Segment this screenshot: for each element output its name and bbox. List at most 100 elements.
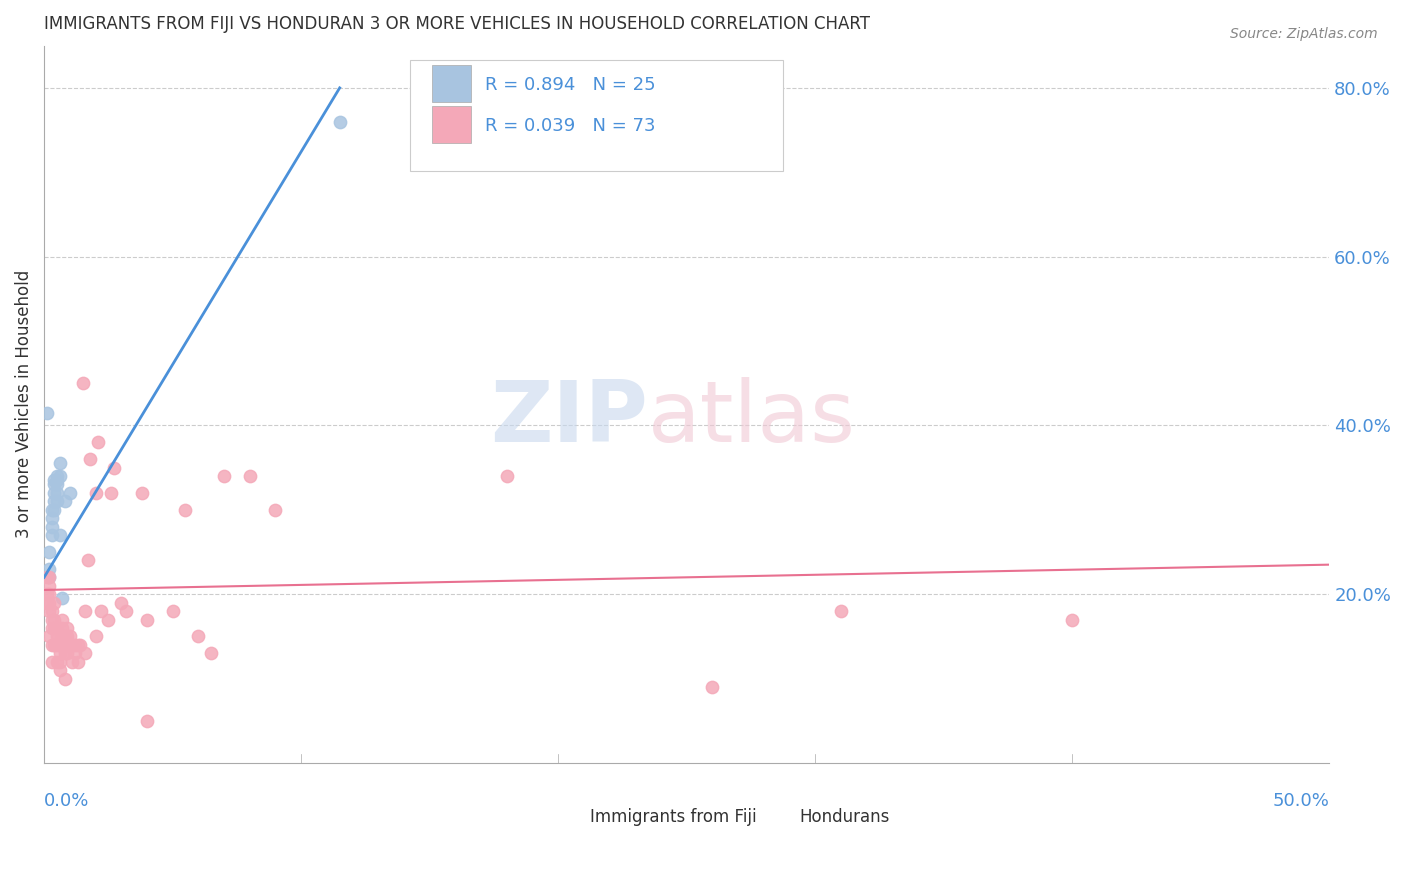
Point [66, 638, 89, 652]
Text: R = 0.039   N = 73: R = 0.039 N = 73 [485, 117, 655, 135]
Point [38, 570, 60, 584]
Point [830, 604, 852, 618]
Point [38, 570, 60, 584]
Point [44, 613, 66, 627]
Point [84, 486, 107, 500]
Point [35, 406, 58, 420]
Point [115, 604, 138, 618]
Point [131, 486, 153, 500]
Point [162, 604, 184, 618]
Point [87, 435, 110, 450]
FancyBboxPatch shape [411, 60, 783, 171]
Point [53, 629, 76, 643]
Point [46, 477, 69, 491]
Point [35, 596, 58, 610]
Point [48, 663, 70, 677]
Point [79, 452, 101, 467]
Point [51, 613, 73, 627]
Text: Hondurans: Hondurans [800, 808, 890, 826]
Point [41, 604, 63, 618]
Point [41, 519, 63, 533]
Point [53, 494, 76, 508]
Point [75, 604, 97, 618]
Point [35, 587, 58, 601]
Point [53, 672, 76, 686]
Point [135, 714, 157, 728]
Point [44, 477, 66, 491]
Point [46, 638, 69, 652]
Y-axis label: 3 or more Vehicles in Household: 3 or more Vehicles in Household [15, 270, 32, 539]
Point [44, 621, 66, 635]
Point [174, 503, 197, 517]
Point [187, 629, 209, 643]
Point [51, 621, 73, 635]
Point [41, 655, 63, 669]
Point [103, 460, 125, 475]
Point [51, 591, 73, 606]
Point [41, 511, 63, 525]
Point [46, 621, 69, 635]
Point [63, 638, 86, 652]
Point [38, 629, 60, 643]
Point [44, 503, 66, 517]
Point [38, 604, 60, 618]
Point [44, 494, 66, 508]
Point [38, 587, 60, 601]
Point [48, 456, 70, 470]
FancyBboxPatch shape [432, 65, 471, 103]
FancyBboxPatch shape [432, 106, 471, 144]
Point [264, 503, 287, 517]
Text: ZIP: ZIP [491, 377, 648, 460]
Point [56, 629, 79, 643]
Point [59, 638, 82, 652]
Point [44, 596, 66, 610]
Point [72, 376, 94, 391]
Point [38, 545, 60, 559]
Point [90, 604, 112, 618]
Point [702, 680, 724, 694]
Point [48, 655, 70, 669]
Point [48, 528, 70, 542]
Point [56, 638, 79, 652]
Point [329, 114, 352, 128]
Point [48, 638, 70, 652]
Point [110, 596, 132, 610]
Point [38, 579, 60, 593]
Point [38, 596, 60, 610]
Point [41, 613, 63, 627]
Point [44, 473, 66, 487]
Point [41, 503, 63, 517]
Point [41, 528, 63, 542]
Point [41, 638, 63, 652]
Point [46, 469, 69, 483]
Point [44, 486, 66, 500]
Point [100, 486, 122, 500]
Point [56, 646, 79, 660]
Text: 50.0%: 50.0% [1272, 792, 1329, 810]
Point [84, 629, 107, 643]
Point [239, 469, 262, 483]
Point [46, 655, 69, 669]
Text: atlas: atlas [648, 377, 856, 460]
Point [59, 486, 82, 500]
Text: Immigrants from Fiji: Immigrants from Fiji [591, 808, 756, 826]
Text: R = 0.894   N = 25: R = 0.894 N = 25 [485, 76, 655, 95]
Point [60, 655, 83, 669]
Point [46, 486, 69, 500]
Point [97, 613, 120, 627]
Point [35, 570, 58, 584]
Point [48, 646, 70, 660]
Point [59, 629, 82, 643]
Point [41, 621, 63, 635]
Point [63, 646, 86, 660]
Text: 0.0%: 0.0% [44, 792, 90, 810]
Point [53, 646, 76, 660]
Point [76, 553, 98, 567]
FancyBboxPatch shape [759, 806, 790, 830]
Text: IMMIGRANTS FROM FIJI VS HONDURAN 3 OR MORE VEHICLES IN HOUSEHOLD CORRELATION CHA: IMMIGRANTS FROM FIJI VS HONDURAN 3 OR MO… [44, 15, 870, 33]
Point [60, 638, 83, 652]
Point [38, 562, 60, 576]
Text: Source: ZipAtlas.com: Source: ZipAtlas.com [1230, 27, 1378, 41]
FancyBboxPatch shape [551, 806, 581, 830]
Point [212, 469, 235, 483]
